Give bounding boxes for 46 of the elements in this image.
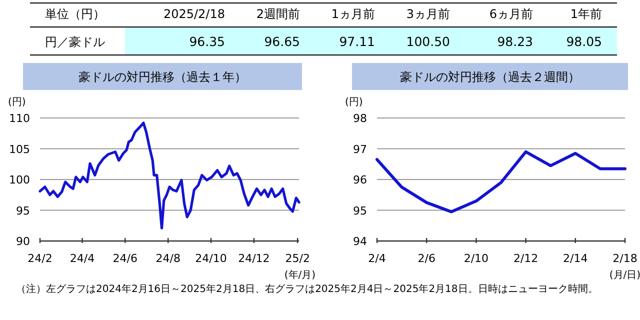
- x-tick-label: 2/12: [513, 252, 538, 265]
- y-tick-label: 98: [353, 112, 367, 125]
- x-tick-label: 2/10: [464, 252, 489, 265]
- category-label: 3ヵ月前: [406, 7, 450, 21]
- data-label: 98.23: [497, 34, 533, 49]
- category-label: 6ヵ月前: [489, 7, 533, 21]
- chart-title: 豪ドルの対円推移（過去２週間）: [400, 70, 580, 84]
- y-tick-label: 94: [353, 235, 367, 248]
- x-tick-label: 2/6: [418, 252, 436, 265]
- x-axis-title: (年/月): [284, 269, 316, 281]
- y-tick-label: 90: [16, 235, 30, 248]
- y-tick-label: 97: [353, 142, 367, 156]
- x-tick-label: 24/12: [238, 252, 270, 265]
- y-tick-label: 95: [353, 204, 367, 218]
- y-axis-title: (円): [345, 97, 363, 108]
- series-label: 円／豪ドル: [45, 35, 105, 49]
- y-tick-label: 95: [16, 204, 30, 218]
- x-tick-label: 24/10: [195, 252, 227, 265]
- x-tick-label: 24/8: [156, 252, 180, 265]
- y-tick-label: 105: [9, 142, 30, 156]
- y-axis-title: (円): [8, 97, 26, 108]
- y-tick-label: 96: [353, 174, 367, 186]
- data-label: 96.65: [264, 34, 300, 49]
- x-tick-label: 24/2: [28, 252, 52, 265]
- x-tick-label: 24/4: [70, 252, 95, 265]
- x-tick-label: 24/6: [112, 252, 138, 265]
- data-label: 98.05: [566, 34, 602, 49]
- text: 単位（円）: [45, 7, 105, 21]
- x-axis-title: (月/日): [609, 270, 640, 281]
- x-tick-label: 2/14: [563, 252, 588, 265]
- line-series: [376, 150, 626, 214]
- chart-title: 豪ドルの対円推移（過去１年）: [78, 70, 246, 84]
- x-tick-label: 2/18: [612, 252, 638, 265]
- y-tick-label: 100: [9, 174, 30, 186]
- data-label: 97.11: [339, 34, 375, 49]
- data-label: 100.50: [406, 34, 450, 49]
- y-tick-label: 110: [9, 112, 30, 125]
- x-tick-label: 2/4: [368, 252, 386, 265]
- x-tick-label: 25/2: [285, 252, 310, 265]
- data-label: 96.35: [189, 34, 225, 49]
- category-label: 2週間前: [256, 7, 300, 21]
- category-label: 1年前: [570, 7, 602, 21]
- text: （注）左グラフは2024年2月16日～2025年2月18日、右グラフは2025年2月4日～2025年2月18日。日時はニューヨーク時間。: [16, 283, 598, 295]
- category-label: 2025/2/18: [163, 7, 225, 21]
- category-label: 1ヵ月前: [331, 7, 375, 21]
- line-series: [38, 122, 300, 230]
